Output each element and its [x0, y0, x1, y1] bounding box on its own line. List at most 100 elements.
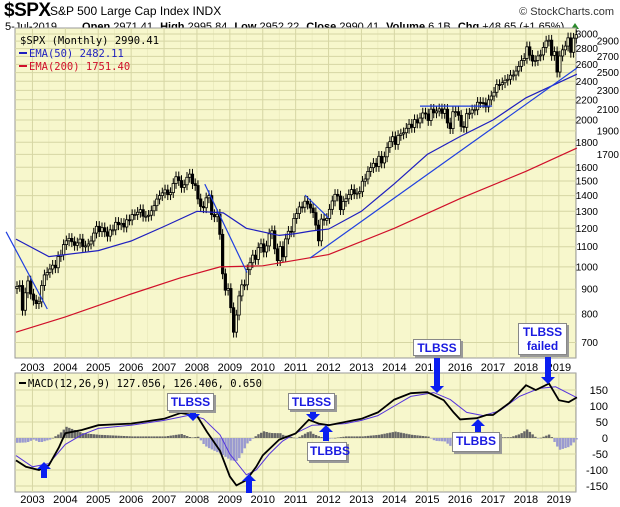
histogram-bar [158, 436, 161, 438]
candle [297, 201, 301, 219]
candle [467, 107, 471, 120]
candle-body [210, 195, 214, 215]
x-tick-label: 2016 [448, 494, 472, 506]
candle [136, 207, 140, 220]
candle [37, 296, 41, 309]
candle-body [308, 203, 312, 209]
histogram-bar [427, 436, 430, 438]
candle [539, 49, 543, 62]
candle-body [160, 192, 164, 196]
histogram-bar [260, 432, 263, 438]
candle-body [240, 284, 244, 297]
candle-body [412, 119, 417, 128]
histogram-bar [391, 432, 395, 438]
candle-body [207, 195, 211, 199]
trendline [309, 67, 578, 259]
histogram-bar [103, 435, 107, 438]
candle [256, 242, 260, 265]
histogram-bar [383, 433, 386, 438]
candle-body [138, 209, 142, 213]
candle-body [284, 238, 288, 258]
histogram-bar [40, 438, 44, 442]
candle-body [237, 295, 241, 316]
candle [434, 105, 439, 119]
candle-body [152, 205, 156, 212]
candle-body [146, 214, 151, 217]
candle [470, 104, 474, 119]
histogram-bar [29, 438, 33, 441]
candle-body [421, 112, 425, 119]
candle-body [149, 210, 153, 216]
candle-body [423, 112, 428, 115]
candle-body [221, 233, 225, 275]
x-tick-label: 2006 [119, 494, 143, 506]
histogram-bar [386, 433, 389, 438]
y-tick-label: 2100 [597, 105, 620, 116]
candle-body [404, 127, 408, 134]
histogram-bar [98, 434, 101, 438]
histogram-bar [191, 437, 194, 438]
histogram-bar [100, 434, 104, 438]
x-tick-label: 2003 [20, 362, 44, 374]
histogram-bar [380, 434, 384, 438]
callout-line1: TLBSS [522, 325, 563, 339]
histogram-bar [111, 435, 115, 438]
candle-body [166, 189, 170, 196]
histogram-bar [440, 438, 444, 442]
histogram-bar [185, 436, 189, 438]
candle [125, 214, 129, 233]
candle [190, 168, 195, 190]
y-tick-label: 1700 [597, 150, 620, 161]
x-tick-label: 2009 [218, 494, 242, 506]
candle-body [144, 215, 148, 218]
y-tick-label: 700 [581, 338, 598, 349]
y-tick-label: 2300 [597, 86, 620, 97]
security-name: S&P 500 Large Cap Index INDX [50, 4, 222, 18]
y-tick-label: -50 [592, 449, 608, 461]
histogram-bar [268, 432, 271, 438]
histogram-bar [512, 436, 515, 438]
candle-body [256, 247, 260, 260]
candle [508, 69, 513, 85]
candle-body [473, 109, 477, 112]
histogram-bar [240, 438, 244, 454]
candle [344, 193, 348, 207]
histogram-bar [328, 438, 331, 439]
histogram-bar [87, 433, 90, 438]
trendline [204, 183, 248, 273]
candle [522, 53, 526, 66]
candle-body [489, 95, 493, 101]
histogram-bar [183, 435, 186, 438]
histogram-bar [413, 435, 416, 438]
candle [81, 233, 85, 252]
candle [237, 290, 241, 321]
candle-body [470, 109, 474, 114]
histogram-bar [150, 436, 153, 438]
histogram-bar [314, 435, 318, 438]
x-tick-label: 2012 [316, 494, 340, 506]
candle [29, 275, 33, 300]
candle-body [571, 37, 576, 53]
histogram-bar [531, 434, 534, 438]
x-tick-label: 2016 [448, 362, 472, 374]
candle [144, 210, 148, 222]
trendline [304, 194, 330, 219]
candle [382, 151, 386, 169]
candle [245, 264, 249, 291]
callout-line2: failed [526, 339, 559, 353]
candle-body [278, 246, 282, 262]
candle [23, 287, 27, 316]
candle-body [29, 280, 33, 295]
candle [404, 123, 408, 139]
candle-body [67, 237, 71, 242]
arrow-up-icon [319, 425, 333, 441]
candle-body [295, 213, 299, 219]
candle-body [497, 84, 502, 86]
candle [155, 193, 159, 212]
candle [42, 269, 47, 291]
histogram-bar [550, 437, 554, 438]
x-tick-label: 2018 [514, 362, 538, 374]
histogram-bar [377, 434, 381, 438]
histogram-bar [114, 435, 118, 438]
histogram-bar [402, 433, 405, 438]
